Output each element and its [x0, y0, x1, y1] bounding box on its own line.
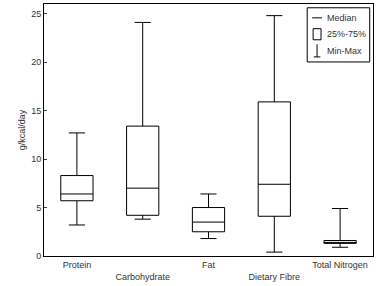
svg-text:Total Nitrogen: Total Nitrogen [312, 260, 368, 270]
svg-text:15: 15 [31, 106, 41, 116]
svg-text:0: 0 [36, 251, 41, 261]
svg-text:25: 25 [31, 9, 41, 19]
svg-text:Min-Max: Min-Max [327, 46, 362, 56]
svg-text:20: 20 [31, 57, 41, 67]
svg-text:Dietary Fibre: Dietary Fibre [249, 272, 301, 282]
svg-text:Carbohydrate: Carbohydrate [115, 272, 170, 282]
svg-text:Fat: Fat [202, 260, 216, 270]
svg-text:Median: Median [327, 13, 357, 23]
svg-text:10: 10 [31, 154, 41, 164]
svg-text:Protein: Protein [63, 260, 92, 270]
svg-text:25%-75%: 25%-75% [327, 29, 366, 39]
svg-text:g/kcal/day: g/kcal/day [17, 109, 27, 150]
svg-text:5: 5 [36, 203, 41, 213]
